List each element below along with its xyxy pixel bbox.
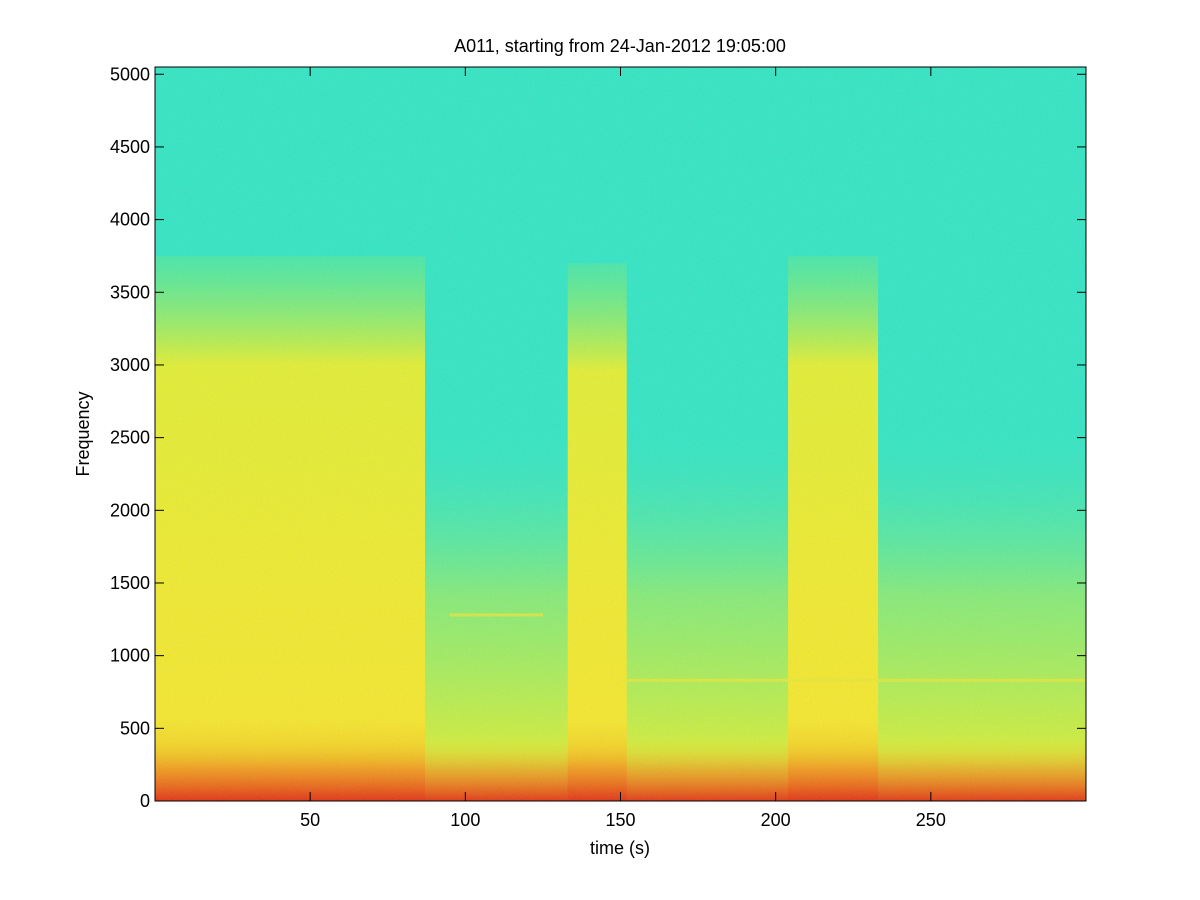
y-axis: 0 500 1000 1500 2000 2500 3000 3500 4000 4500 5000	[110, 64, 1086, 811]
plot-area	[155, 67, 1086, 801]
chart-title: A011, starting from 24-Jan-2012 19:05:00	[454, 36, 786, 56]
y-tick-label: 1000	[110, 646, 150, 666]
y-tick-label: 4500	[110, 137, 150, 157]
y-tick-label: 4000	[110, 210, 150, 230]
y-tick-label: 2500	[110, 428, 150, 448]
x-axis: 50 100 150 200 250	[300, 67, 946, 830]
x-tick-label: 100	[450, 810, 480, 830]
y-tick-label: 3500	[110, 282, 150, 302]
x-tick-label: 50	[300, 810, 320, 830]
y-tick-label: 0	[140, 791, 150, 811]
y-tick-label: 500	[120, 718, 150, 738]
y-tick-label: 2000	[110, 500, 150, 520]
y-tick-label: 1500	[110, 573, 150, 593]
x-tick-label: 250	[916, 810, 946, 830]
y-tick-label: 5000	[110, 64, 150, 84]
noise-texture	[155, 67, 1086, 801]
x-tick-label: 150	[605, 810, 635, 830]
y-axis-label: Frequency	[73, 391, 93, 476]
x-tick-label: 200	[761, 810, 791, 830]
x-axis-label: time (s)	[590, 838, 650, 858]
y-tick-label: 3000	[110, 355, 150, 375]
